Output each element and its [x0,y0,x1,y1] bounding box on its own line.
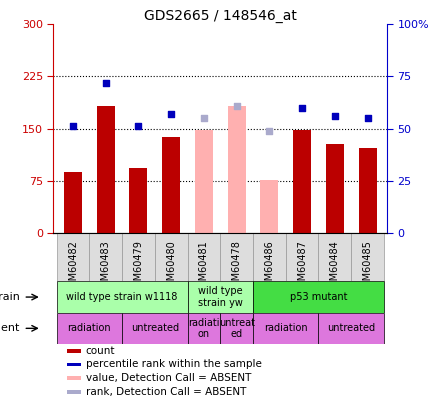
Point [364,115,371,122]
Point [135,123,142,130]
Bar [97,106,115,233]
Bar [359,148,376,233]
Text: GSM60486: GSM60486 [264,240,275,293]
Bar [228,106,246,233]
Point [266,128,273,134]
Text: GSM60478: GSM60478 [232,240,242,293]
Text: GSM60482: GSM60482 [68,240,78,293]
Text: wild type strain w1118: wild type strain w1118 [66,292,178,302]
Text: p53 mutant: p53 mutant [290,292,347,302]
Point [233,102,240,109]
Point [102,79,109,86]
Bar [129,168,147,233]
Bar [319,233,351,281]
Bar [326,144,344,233]
Bar [122,233,155,281]
Text: percentile rank within the sample: percentile rank within the sample [86,360,262,369]
Point [200,115,207,122]
Text: GSM60481: GSM60481 [199,240,209,293]
Bar [155,233,187,281]
Text: GSM60479: GSM60479 [134,240,143,293]
Bar [187,281,253,313]
Bar [260,180,279,233]
Bar [67,376,81,380]
Text: untreated: untreated [131,323,179,333]
Bar [187,313,220,344]
Bar [89,233,122,281]
Bar [351,233,384,281]
Bar [293,130,311,233]
Text: GSM60485: GSM60485 [363,240,372,293]
Bar [122,313,187,344]
Point [69,123,77,130]
Point [168,111,175,117]
Text: radiati
on: radiati on [188,318,220,339]
Text: strain: strain [0,292,20,302]
Bar [319,313,384,344]
Bar [57,281,187,313]
Bar [253,313,319,344]
Bar [162,137,180,233]
Bar [67,363,81,366]
Text: wild type
strain yw: wild type strain yw [198,286,243,308]
Text: radiation: radiation [264,323,307,333]
Text: GSM60487: GSM60487 [297,240,307,293]
Text: untreat
ed: untreat ed [218,318,255,339]
Text: count: count [86,346,115,356]
Text: rank, Detection Call = ABSENT: rank, Detection Call = ABSENT [86,387,246,397]
Bar [187,233,220,281]
Bar [57,233,89,281]
Point [331,113,338,119]
Bar [57,313,122,344]
Bar [67,349,81,352]
Bar [286,233,319,281]
Bar [253,233,286,281]
Bar [64,172,82,233]
Text: untreated: untreated [327,323,375,333]
Text: value, Detection Call = ABSENT: value, Detection Call = ABSENT [86,373,251,383]
Title: GDS2665 / 148546_at: GDS2665 / 148546_at [144,9,297,23]
Bar [195,130,213,233]
Text: agent: agent [0,323,20,333]
Text: radiation: radiation [68,323,111,333]
Text: GSM60484: GSM60484 [330,240,340,293]
Bar [253,281,384,313]
Text: GSM60480: GSM60480 [166,240,176,293]
Bar [220,233,253,281]
Bar [67,390,81,394]
Text: GSM60483: GSM60483 [101,240,111,293]
Bar [220,313,253,344]
Point [299,104,306,111]
